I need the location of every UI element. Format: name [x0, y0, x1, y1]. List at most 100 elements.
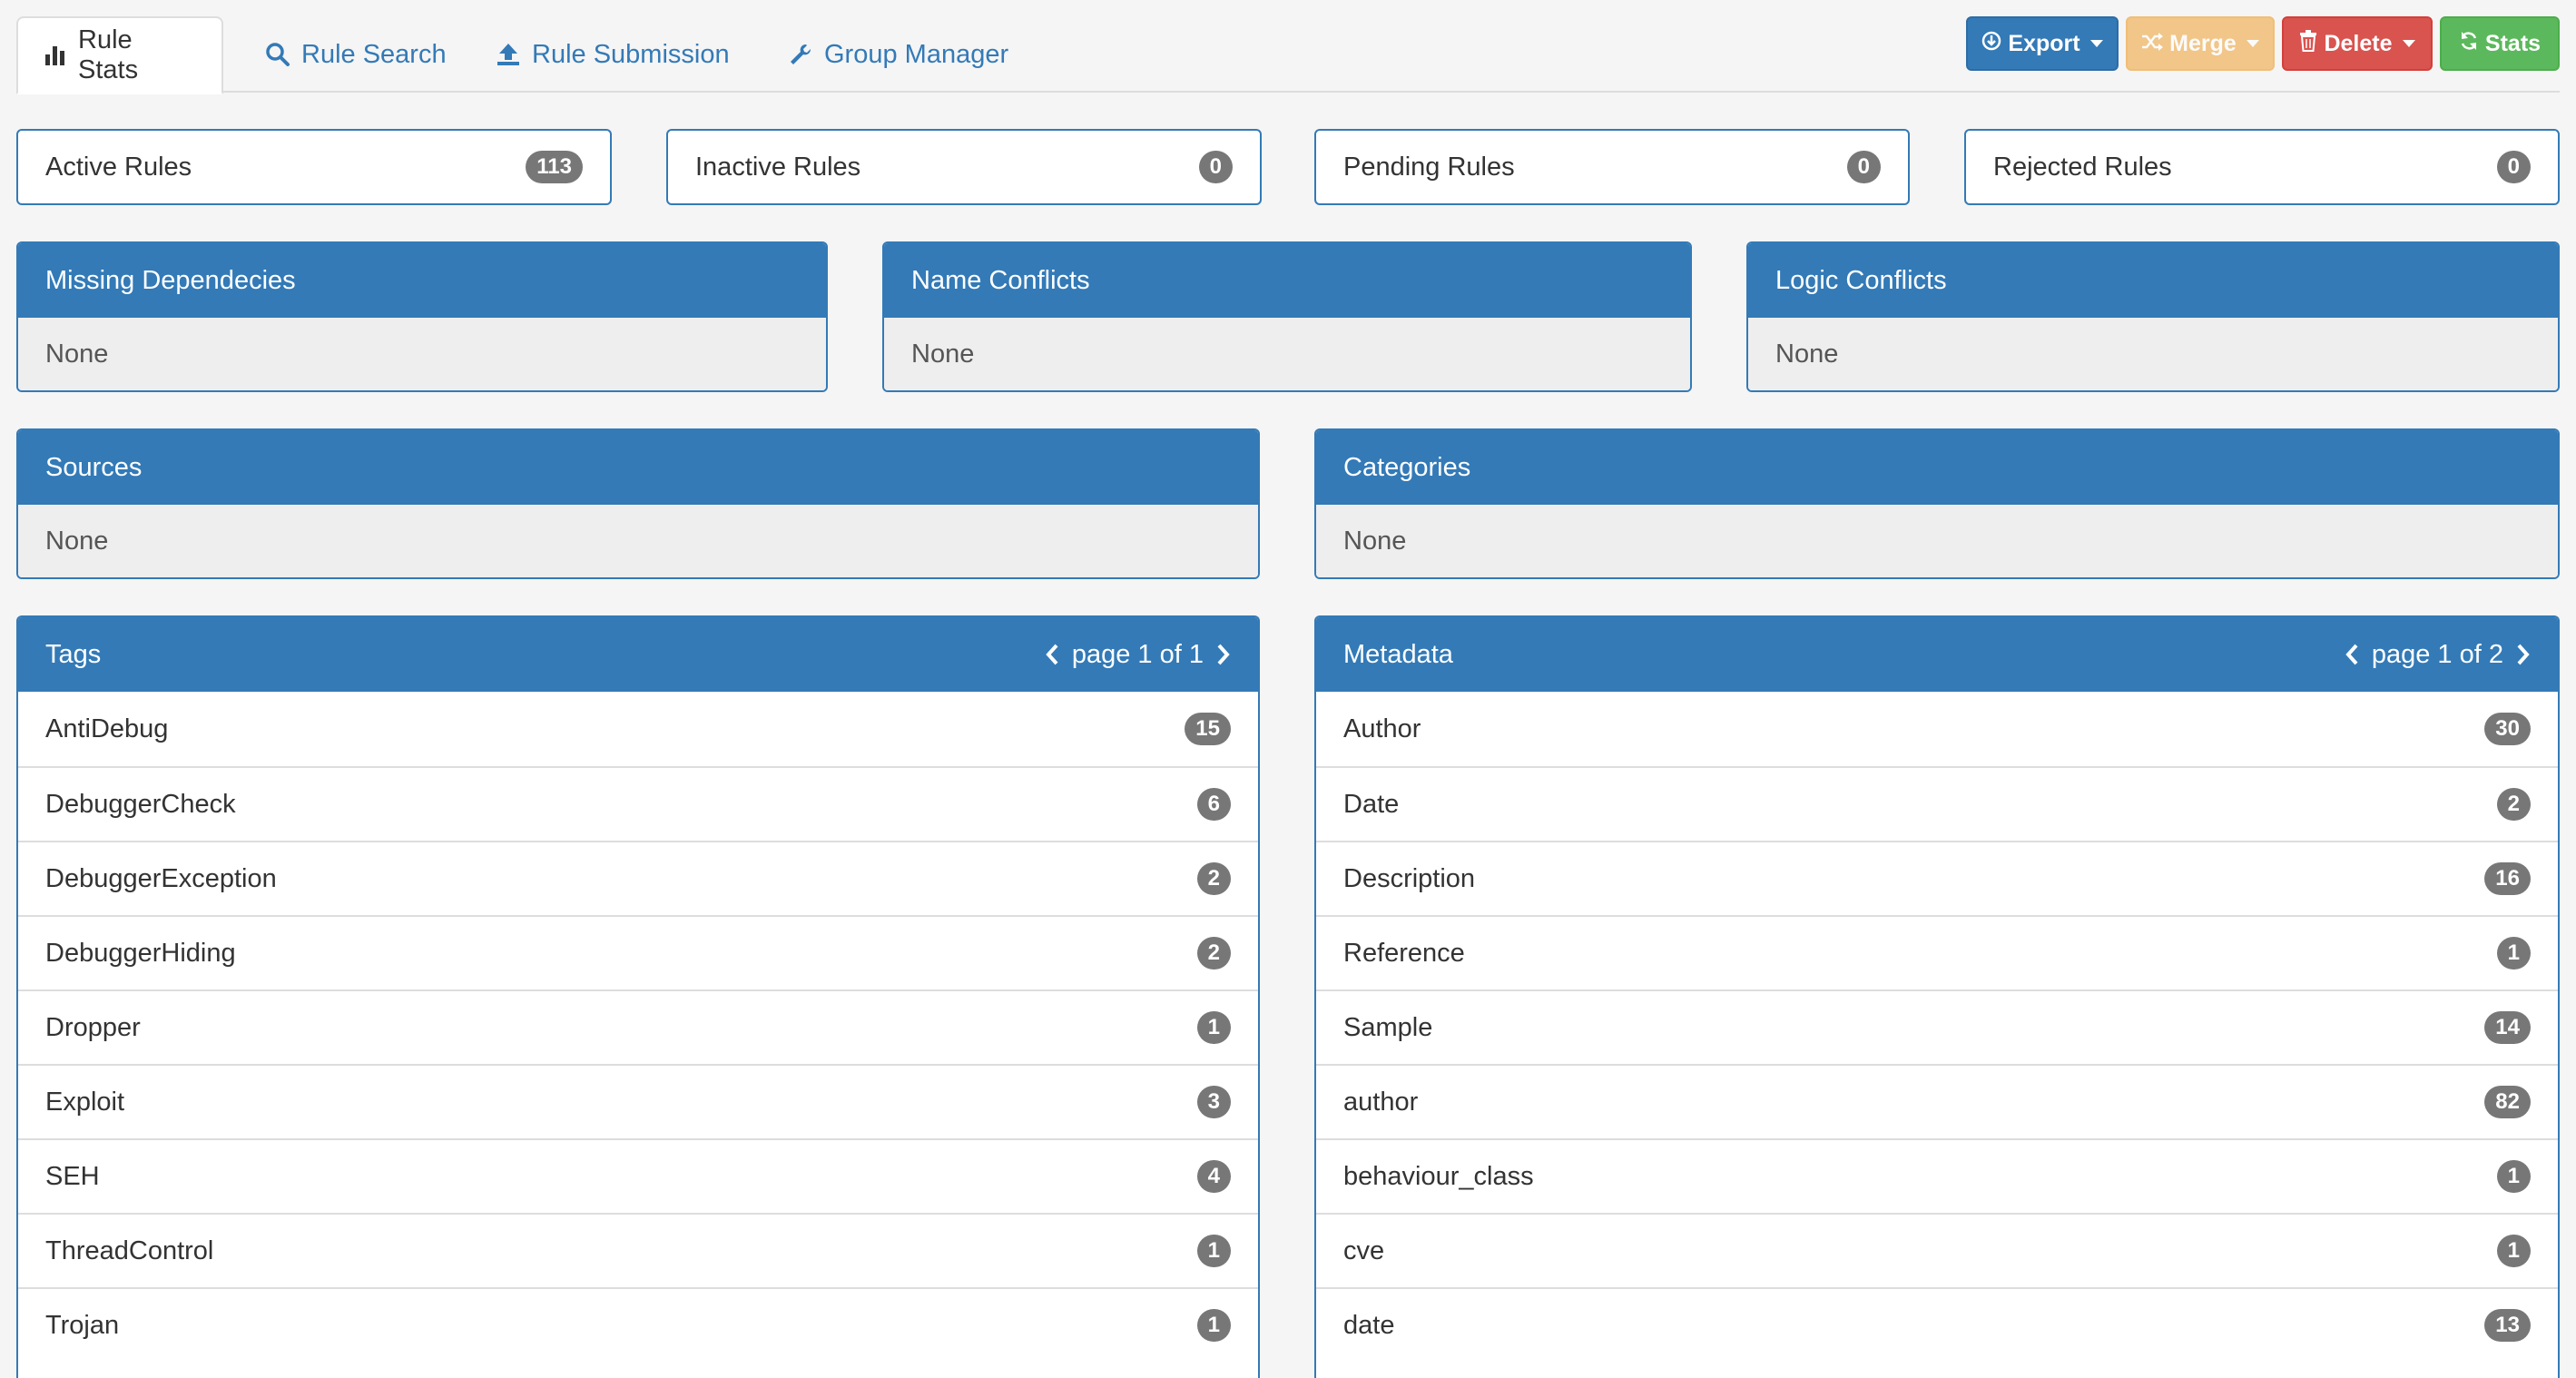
stat-inactive-rules[interactable]: Inactive Rules 0 — [666, 129, 1262, 205]
list-item[interactable]: Reference 1 — [1316, 915, 2558, 989]
count-badge: 1 — [2496, 1160, 2531, 1193]
item-label: Trojan — [45, 1310, 120, 1340]
list-item[interactable]: DebuggerHiding 2 — [18, 915, 1258, 989]
logic-conflicts-panel: Logic Conflicts None — [1746, 241, 2560, 392]
list-item[interactable]: AntiDebug 15 — [18, 692, 1258, 766]
list-item[interactable]: Sample 14 — [1316, 989, 2558, 1064]
chevron-right-icon[interactable] — [1216, 643, 1231, 666]
count-badge: 3 — [1196, 1086, 1231, 1118]
item-label: Dropper — [45, 1012, 141, 1042]
export-button[interactable]: Export — [1966, 16, 2119, 71]
refresh-icon — [2459, 31, 2479, 57]
delete-button[interactable]: Delete — [2282, 16, 2433, 71]
tab-rule-search[interactable]: Rule Search — [240, 16, 472, 93]
count-badge: 0 — [2496, 151, 2531, 183]
stat-active-rules[interactable]: Active Rules 113 — [16, 129, 612, 205]
item-label: Author — [1343, 714, 1421, 743]
panel-body: None — [18, 318, 826, 390]
download-icon — [1981, 31, 2001, 57]
count-badge: 1 — [1196, 1235, 1231, 1267]
chevron-right-icon[interactable] — [2516, 643, 2531, 666]
item-label: behaviour_class — [1343, 1161, 1534, 1191]
bar-chart-icon — [44, 44, 67, 67]
nav-tabs: Rule Stats Rule Search Rule Submission G… — [16, 16, 2560, 94]
item-label: DebuggerCheck — [45, 789, 236, 819]
list-item[interactable]: DebuggerCheck 6 — [18, 766, 1258, 841]
metadata-pager: page 1 of 2 — [2345, 640, 2531, 670]
panel-title: Logic Conflicts — [1775, 265, 1947, 295]
stats-refresh-button[interactable]: Stats — [2440, 16, 2560, 71]
tab-label: Rule Submission — [532, 39, 730, 69]
wrench-icon — [788, 42, 813, 67]
list-item[interactable]: Date 2 — [1316, 766, 2558, 841]
count-badge: 4 — [1196, 1160, 1231, 1193]
panel-title: Sources — [45, 452, 143, 482]
list-item[interactable]: Trojan 1 — [18, 1287, 1258, 1362]
stat-label: Rejected Rules — [1993, 152, 2172, 182]
tab-group-manager[interactable]: Group Manager — [762, 16, 1034, 93]
merge-label: Merge — [2169, 30, 2237, 56]
count-badge: 1 — [2496, 1235, 2531, 1267]
count-badge: 0 — [1198, 151, 1233, 183]
list-item[interactable]: Author 30 — [1316, 692, 2558, 766]
list-item[interactable]: Dropper 1 — [18, 989, 1258, 1064]
count-badge: 14 — [2484, 1011, 2531, 1044]
panel-body: None — [18, 505, 1258, 577]
panel-title: Name Conflicts — [911, 265, 1090, 295]
list-item[interactable]: DebuggerException 2 — [18, 841, 1258, 915]
shuffle-icon — [2141, 31, 2164, 57]
chevron-left-icon[interactable] — [1045, 643, 1059, 666]
item-label: Description — [1343, 863, 1476, 893]
tags-pager: page 1 of 1 — [1045, 640, 1231, 670]
panel-title: Tags — [45, 639, 102, 669]
count-badge: 2 — [1196, 937, 1231, 970]
pager-label: page 1 of 1 — [1071, 639, 1204, 669]
merge-button[interactable]: Merge — [2126, 16, 2275, 71]
item-label: Sample — [1343, 1012, 1433, 1042]
count-badge: 113 — [526, 151, 583, 183]
tags-panel: Tags page 1 of 1 AntiDebug 15 DebuggerChe… — [16, 615, 1260, 1378]
chevron-left-icon[interactable] — [2345, 643, 2359, 666]
panel-body: None — [1316, 505, 2558, 577]
list-item[interactable]: Exploit 3 — [18, 1064, 1258, 1138]
tab-rule-submission[interactable]: Rule Submission — [470, 16, 755, 93]
list-item[interactable]: date 13 — [1316, 1287, 2558, 1362]
list-item[interactable]: cve 1 — [1316, 1213, 2558, 1287]
list-item[interactable]: SEH 4 — [18, 1138, 1258, 1213]
tab-rule-stats[interactable]: Rule Stats — [16, 16, 223, 94]
caret-down-icon — [2089, 40, 2103, 47]
item-label: DebuggerHiding — [45, 938, 236, 968]
count-badge: 0 — [1846, 151, 1881, 183]
stat-rejected-rules[interactable]: Rejected Rules 0 — [1964, 129, 2560, 205]
list-item[interactable]: behaviour_class 1 — [1316, 1138, 2558, 1213]
tags-list: AntiDebug 15 DebuggerCheck 6 DebuggerExcep… — [18, 692, 1258, 1362]
count-badge: 13 — [2484, 1309, 2531, 1342]
delete-label: Delete — [2324, 30, 2393, 56]
item-label: Exploit — [45, 1087, 125, 1117]
tab-label: Rule Search — [301, 39, 447, 69]
panel-title: Categories — [1343, 452, 1471, 482]
item-label: Date — [1343, 789, 1400, 819]
stat-label: Pending Rules — [1343, 152, 1515, 182]
trash-icon — [2299, 29, 2317, 58]
panel-title: Missing Dependecies — [45, 265, 296, 295]
stat-pending-rules[interactable]: Pending Rules 0 — [1314, 129, 1910, 205]
count-badge: 2 — [1196, 862, 1231, 895]
count-badge: 82 — [2484, 1086, 2531, 1118]
categories-panel: Categories None — [1314, 428, 2560, 579]
item-label: SEH — [45, 1161, 100, 1191]
item-label: AntiDebug — [45, 714, 169, 743]
caret-down-icon — [2246, 40, 2259, 47]
count-badge: 6 — [1196, 788, 1231, 821]
tab-label: Rule Stats — [78, 25, 139, 84]
item-label: cve — [1343, 1235, 1385, 1265]
count-badge: 1 — [2496, 937, 2531, 970]
list-item[interactable]: author 82 — [1316, 1064, 2558, 1138]
caret-down-icon — [2402, 40, 2415, 47]
panel-title: Metadata — [1343, 639, 1453, 669]
stat-label: Inactive Rules — [695, 152, 861, 182]
panel-body: None — [884, 318, 1690, 390]
list-item[interactable]: ThreadControl 1 — [18, 1213, 1258, 1287]
list-item[interactable]: Description 16 — [1316, 841, 2558, 915]
count-badge: 1 — [1196, 1309, 1231, 1342]
